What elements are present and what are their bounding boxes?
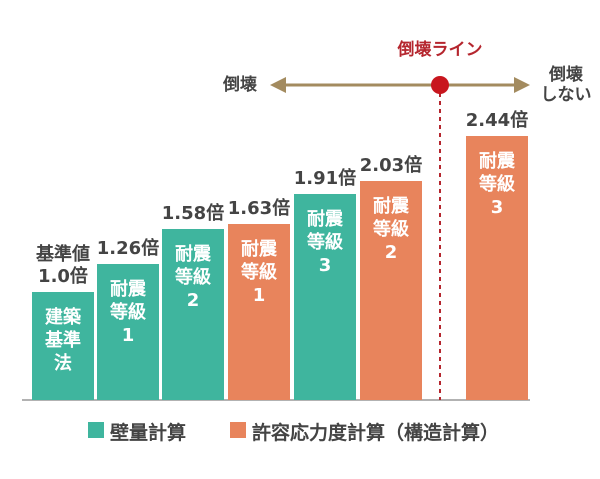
arrow-head bbox=[270, 77, 286, 93]
bar-label: 耐震 等級 2 bbox=[373, 195, 409, 263]
bar: 耐震 等級 3 bbox=[466, 136, 528, 400]
safe-side-label: 倒壊 しない bbox=[540, 65, 592, 105]
value-label: 基準値 1.0倍 bbox=[36, 244, 90, 287]
value-label: 1.58倍 bbox=[161, 203, 225, 225]
legend-label: 壁量計算 bbox=[110, 422, 187, 444]
collapse-marker bbox=[431, 76, 449, 94]
legend-swatch bbox=[230, 422, 246, 438]
value-label: 2.44倍 bbox=[465, 110, 529, 132]
bar-label: 耐震 等級 3 bbox=[307, 208, 343, 276]
bar: 耐震 等級 2 bbox=[162, 229, 224, 400]
bar: 耐震 等級 1 bbox=[228, 223, 290, 400]
bar: 耐震 等級 3 bbox=[294, 193, 356, 400]
bar: 建築 基準 法 bbox=[32, 292, 94, 400]
arrow-head bbox=[514, 77, 530, 93]
bar-label: 耐震 等級 1 bbox=[241, 238, 277, 306]
value-label: 1.63倍 bbox=[227, 197, 291, 219]
value-label: 2.03倍 bbox=[359, 154, 423, 176]
value-label: 1.26倍 bbox=[96, 237, 160, 259]
collapse-side-label: 倒壊 bbox=[223, 75, 257, 95]
legend-swatch bbox=[88, 422, 104, 438]
bar-label: 耐震 等級 2 bbox=[175, 244, 211, 312]
legend-label: 許容応力度計算（構造計算） bbox=[252, 422, 500, 444]
bar-label: 耐震 等級 1 bbox=[110, 278, 146, 346]
bar: 耐震 等級 2 bbox=[360, 180, 422, 400]
bar-label: 建築 基準 法 bbox=[45, 307, 81, 374]
value-label: 1.91倍 bbox=[293, 167, 357, 189]
bar-label: 耐震 等級 3 bbox=[479, 151, 515, 219]
bar: 耐震 等級 1 bbox=[97, 263, 159, 400]
collapse-label: 倒壊ライン bbox=[397, 40, 483, 60]
